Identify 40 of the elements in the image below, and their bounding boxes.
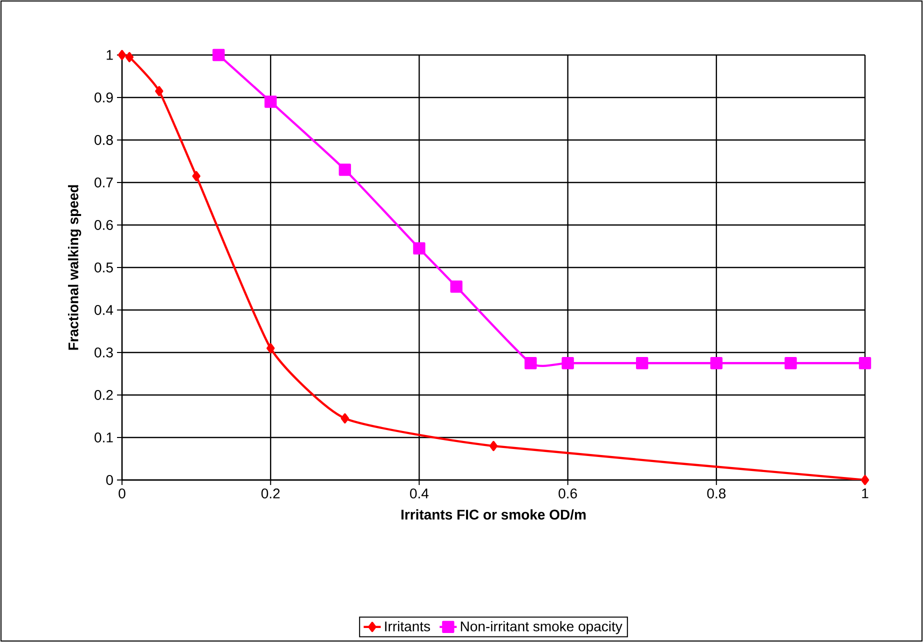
point — [636, 357, 648, 370]
point — [118, 50, 126, 60]
point — [192, 171, 200, 182]
x-axis-title: Irritants FIC or smoke OD/m — [401, 509, 586, 520]
x-tick-label: 0.8 — [707, 488, 726, 498]
point — [340, 413, 350, 424]
point — [524, 357, 537, 370]
point — [858, 357, 872, 370]
x-tick-label: 0.6 — [558, 488, 577, 498]
y-tick-label: 0.9 — [94, 92, 113, 102]
point — [155, 86, 164, 96]
legend-label: Irritants — [385, 621, 430, 632]
point — [784, 357, 797, 370]
point — [264, 96, 277, 108]
y-tick-label: 0.8 — [94, 135, 113, 145]
point — [562, 357, 574, 370]
point — [125, 52, 134, 62]
y-axis-title: Fractional walking speed — [68, 185, 82, 350]
x-tick-label: 0 — [118, 488, 126, 498]
point — [413, 242, 426, 254]
y-tick-label: 0.5 — [94, 262, 113, 272]
y-tick-label: 1 — [106, 50, 113, 60]
point — [338, 164, 352, 176]
x-tick-label: 1 — [862, 488, 868, 498]
x-tick-label: 0.2 — [261, 488, 280, 498]
y-tick-label: 0.7 — [94, 178, 113, 188]
point — [860, 474, 870, 486]
point — [266, 343, 275, 354]
x-tick-label: 0.4 — [410, 488, 429, 498]
point — [450, 280, 462, 293]
point — [489, 440, 498, 452]
y-tick-label: 0.2 — [94, 390, 113, 400]
point — [212, 48, 225, 62]
y-tick-label: 0.4 — [94, 305, 114, 315]
y-tick-label: 0.3 — [94, 348, 113, 358]
y-tick-label: 0 — [106, 475, 113, 485]
y-tick-label: 0.1 — [94, 432, 113, 442]
legend-label: Non-irritant smoke opacity — [460, 621, 622, 634]
y-tick-label: 0.6 — [94, 220, 113, 230]
point — [710, 357, 722, 370]
